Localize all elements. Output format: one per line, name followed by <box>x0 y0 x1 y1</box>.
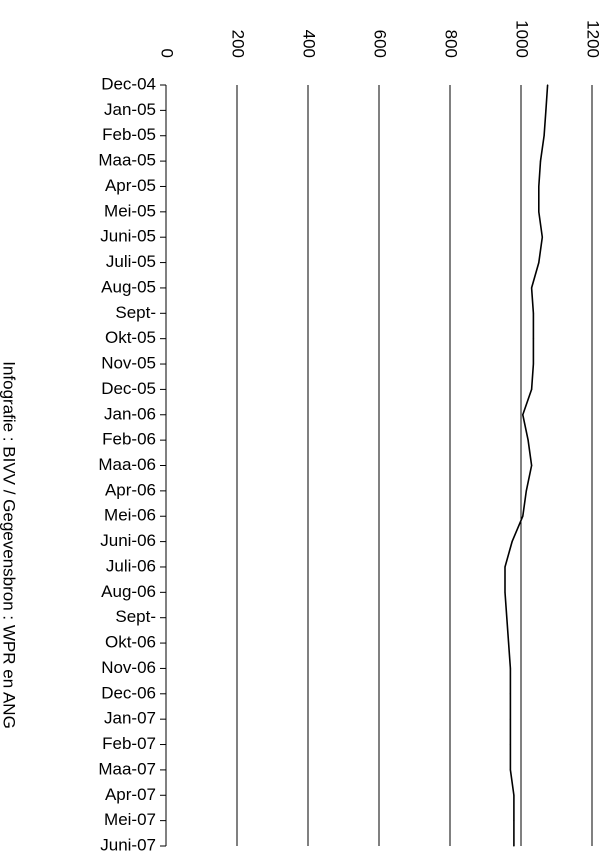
data-point-26 <box>509 743 511 746</box>
gridlines <box>236 85 593 846</box>
category-label-25: Jan-07 <box>104 709 156 728</box>
value-tick-label-1000: 1000 <box>513 20 532 58</box>
data-series <box>504 84 549 847</box>
category-label-23: Nov-06 <box>101 658 156 677</box>
category-label-7: Juli-05 <box>106 252 156 271</box>
category-label-28: Apr-07 <box>105 785 156 804</box>
data-point-17 <box>522 515 524 517</box>
data-point-18 <box>511 541 513 543</box>
data-point-2 <box>543 135 545 137</box>
category-label-8: Aug-05 <box>101 277 156 296</box>
data-point-0 <box>547 84 549 86</box>
value-tick-label-0: 0 <box>158 49 177 58</box>
data-point-21 <box>506 617 508 619</box>
source-credit: Infografie : BIVV / Gegevensbron : WPR e… <box>0 361 19 729</box>
category-label-5: Mei-05 <box>104 201 156 220</box>
data-point-11 <box>532 363 535 365</box>
category-label-24: Dec-06 <box>101 683 156 702</box>
category-label-12: Dec-05 <box>101 379 156 398</box>
category-label-6: Juni-05 <box>100 227 156 246</box>
data-point-24 <box>509 693 511 695</box>
data-point-29 <box>513 820 515 822</box>
data-point-16 <box>525 490 527 492</box>
value-tick-label-200: 200 <box>229 30 248 58</box>
category-axis <box>160 84 167 847</box>
value-tick-label-400: 400 <box>300 30 319 58</box>
data-point-27 <box>509 769 511 771</box>
data-point-20 <box>504 591 506 593</box>
category-label-22: Okt-06 <box>105 633 156 652</box>
category-label-1: Jan-05 <box>104 100 156 119</box>
data-point-23 <box>509 667 511 670</box>
category-label-9: Sept- <box>115 303 156 322</box>
category-label-17: Mei-06 <box>104 506 156 525</box>
data-point-28 <box>513 794 515 796</box>
value-tick-label-600: 600 <box>371 30 390 58</box>
value-tick-label-800: 800 <box>442 30 461 58</box>
category-tick-labels: Dec-04 Jan-05 Feb-05 Maa-05 Apr-05 Mei-05 Juni… <box>98 74 156 854</box>
data-point-1 <box>545 109 547 111</box>
category-label-29: Mei-07 <box>104 810 156 829</box>
category-label-14: Feb-06 <box>102 430 156 449</box>
data-point-6 <box>541 236 543 238</box>
data-point-7 <box>538 261 540 264</box>
data-point-15 <box>531 464 533 467</box>
category-label-16: Apr-06 <box>105 480 156 499</box>
data-point-9 <box>532 312 535 314</box>
category-label-18: Juni-06 <box>100 531 156 550</box>
category-label-10: Okt-05 <box>105 328 156 347</box>
category-label-26: Feb-07 <box>102 734 156 753</box>
category-label-27: Maa-07 <box>98 759 156 778</box>
data-point-19 <box>504 566 506 568</box>
data-point-8 <box>531 287 533 289</box>
category-label-21: Sept- <box>115 607 156 626</box>
category-label-3: Maa-05 <box>98 151 156 170</box>
data-point-13 <box>522 414 524 416</box>
data-point-3 <box>539 160 542 162</box>
data-point-22 <box>507 642 510 644</box>
category-label-2: Feb-05 <box>102 125 156 144</box>
category-label-13: Jan-06 <box>104 404 156 423</box>
value-tick-labels: 0 200 400 600 800 1000 1200 <box>158 20 603 58</box>
data-point-4 <box>538 185 540 188</box>
category-label-19: Juli-06 <box>106 556 156 575</box>
series-line <box>504 84 549 846</box>
category-label-4: Apr-05 <box>105 176 156 195</box>
data-point-14 <box>527 439 529 441</box>
data-point-25 <box>509 718 511 720</box>
data-point-30 <box>513 845 515 847</box>
category-label-30: Juni-07 <box>100 835 156 854</box>
data-point-10 <box>532 338 535 340</box>
data-point-5 <box>538 211 540 213</box>
category-label-11: Nov-05 <box>101 354 156 373</box>
category-label-20: Aug-06 <box>101 582 156 601</box>
category-label-15: Maa-06 <box>98 455 156 474</box>
value-tick-label-1200: 1200 <box>584 20 603 58</box>
data-point-12 <box>531 388 533 390</box>
category-label-0: Dec-04 <box>101 74 156 93</box>
